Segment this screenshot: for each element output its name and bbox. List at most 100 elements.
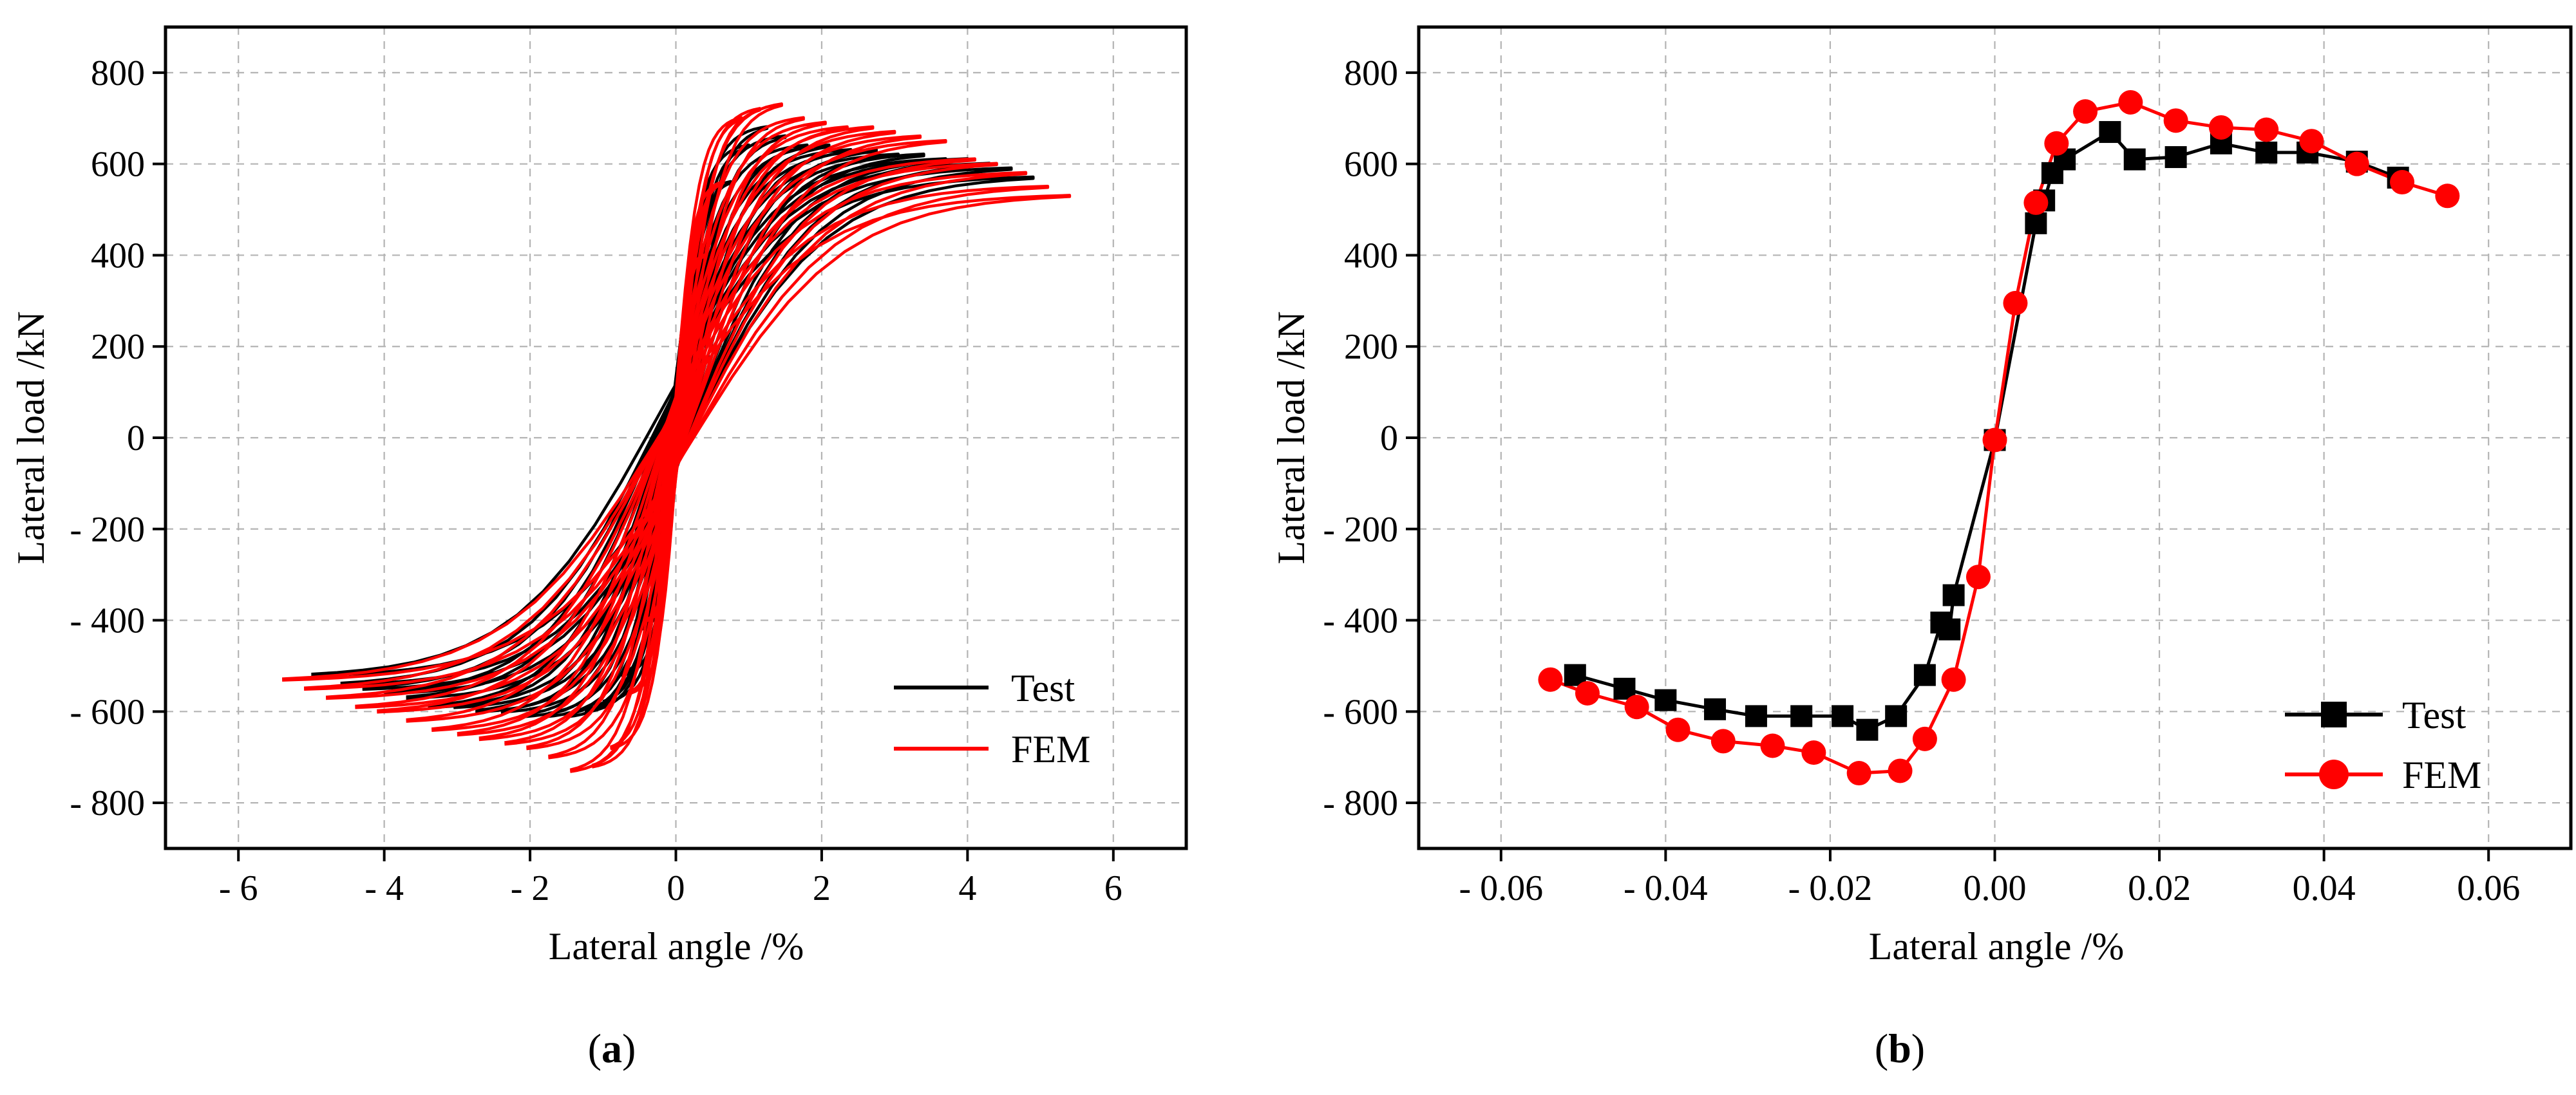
panel-a-fem-loop [431, 134, 922, 733]
panel-b: - 0.06 - 0.04 - 0.02 0.00 0.02 0.04 0.06 - 800 -… [1270, 25, 2573, 1071]
panel-a-fem-loop [303, 184, 1050, 691]
panel-b-test-point [1704, 698, 1727, 720]
panel-a-fem-loop [406, 138, 947, 723]
panel-b-x-tick-label: - 0.04 [1624, 868, 1708, 908]
panel-b-fem-point [1665, 717, 1690, 742]
panel-a-fem-loop [569, 102, 783, 773]
panel-b-y-tick-label: 0 [1380, 418, 1398, 458]
panel-b-fem-point [2003, 290, 2028, 315]
panel-b-test-point [1913, 664, 1936, 686]
panel-a-curves [281, 102, 1072, 773]
panel-a-fem-loop [377, 157, 976, 714]
panel-b-x-tick-label: 0.06 [2457, 868, 2520, 908]
panel-b-fem-point [2390, 170, 2415, 195]
panel-a-fem-loop [457, 129, 896, 737]
panel-a-x-tick-label: 6 [1104, 868, 1122, 908]
panel-b-fem-point [1801, 740, 1826, 765]
panel-b-x-axis-title: Lateral angle /% [1869, 925, 2124, 968]
panel-b-curves [1538, 89, 2460, 786]
panel-a-caption: (a) [588, 1025, 636, 1071]
panel-a-y-tick-label: 200 [91, 327, 145, 367]
panel-b-test-point [1832, 705, 1854, 727]
panel-b-ticks [1406, 71, 2490, 861]
panel-b-y-axis-title: Lateral load /kN [1270, 311, 1312, 564]
panel-a-y-tick-label: 400 [91, 236, 145, 276]
panel-a-fem-loop [325, 171, 1028, 700]
panel-b-fem-point [2023, 190, 2049, 215]
panel-b-fem-point [2118, 89, 2143, 115]
panel-b-test-point [1938, 618, 1961, 641]
panel-b-caption: (b) [1875, 1025, 1925, 1071]
panel-b-legend-test-label: Test [2402, 694, 2466, 736]
panel-a-fem-loop [281, 194, 1072, 682]
panel-a-x-tick-label: 2 [813, 868, 831, 908]
panel-b-y-tick-label: - 800 [1323, 783, 1398, 823]
panel-b-x-tick-label: - 0.06 [1459, 868, 1543, 908]
panel-b-test-point [2025, 212, 2047, 234]
panel-a: - 6 - 4 - 2 0 2 4 6 - 800 - 600 - 400 - 200 0 200 400… [10, 25, 1188, 1071]
panel-b-test-point [1654, 689, 1677, 711]
panel-a-legend: Test FEM [894, 667, 1090, 771]
panel-a-ticks [153, 71, 1115, 861]
panel-b-fem-point [2344, 151, 2369, 176]
panel-b-fem-point [2254, 117, 2279, 142]
panel-b-fem-point [1965, 565, 1991, 590]
panel-a-y-tick-label: 600 [91, 145, 145, 185]
panel-a-legend-test-label: Test [1011, 667, 1075, 709]
panel-a-y-tick-label: - 400 [70, 601, 145, 641]
panel-b-fem-point [1846, 761, 1871, 786]
panel-a-y-tick-label: - 600 [70, 692, 145, 732]
panel-a-x-tick-label: 0 [667, 868, 685, 908]
panel-a-y-tick-label: - 800 [70, 783, 145, 823]
panel-b-x-tick-label: - 0.02 [1788, 868, 1873, 908]
panel-a-fem-loop [547, 116, 805, 760]
panel-b-test-point [1745, 705, 1767, 727]
panel-b-test-point [2099, 121, 2121, 144]
panel-b-x-tick-label: 0.04 [2293, 868, 2356, 908]
panel-b-y-tick-label: - 200 [1323, 510, 1398, 550]
panel-b-y-tick-label: 200 [1344, 327, 1398, 367]
panel-b-tick-labels: - 0.06 - 0.04 - 0.02 0.00 0.02 0.04 0.06 - 800 -… [1323, 53, 2520, 908]
panel-a-y-tick-label: 0 [127, 418, 145, 458]
panel-b-test-point [1790, 705, 1813, 727]
panel-b-x-tick-label: 0.02 [2128, 868, 2191, 908]
panel-b-fem-point [1710, 729, 1736, 754]
panel-b-y-tick-label: - 400 [1323, 601, 1398, 641]
panel-b-fem-point [1888, 758, 1913, 783]
panel-b-x-tick-label: 0.00 [1964, 868, 2027, 908]
panel-b-y-tick-label: 400 [1344, 236, 1398, 276]
panel-a-x-tick-label: - 2 [511, 868, 550, 908]
panel-a-x-axis-title: Lateral angle /% [549, 925, 804, 968]
panel-b-test-point [2255, 141, 2278, 164]
panel-b-test-point [1856, 718, 1879, 741]
panel-a-tick-labels: - 6 - 4 - 2 0 2 4 6 - 800 - 600 - 400 - 200 0 200 400… [70, 53, 1122, 908]
panel-a-x-tick-label: - 6 [219, 868, 258, 908]
panel-b-legend-fem-label: FEM [2402, 754, 2481, 796]
panel-b-fem-point [2435, 183, 2460, 209]
panel-b-fem-point [1624, 695, 1649, 720]
panel-b-fem-point [2208, 115, 2233, 140]
panel-b-fem-point [2299, 129, 2324, 154]
panel-b-fem-point [2044, 131, 2069, 156]
panel-b-test-point [2164, 146, 2187, 169]
panel-b-fem-point [2163, 108, 2188, 133]
panel-b-y-tick-label: 600 [1344, 145, 1398, 185]
panel-b-y-tick-label: 800 [1344, 53, 1398, 93]
panel-b-legend: Test FEM [2285, 694, 2481, 796]
panel-b-fem-point [2073, 99, 2098, 124]
panel-b-y-tick-label: - 600 [1323, 692, 1398, 732]
panel-b-caption-letter: b [1888, 1025, 1911, 1071]
panel-a-fem-loop [355, 162, 998, 709]
panel-a-fem-loop [478, 125, 875, 742]
panel-b-test-point [1885, 705, 1908, 727]
panel-a-x-tick-label: 4 [958, 868, 976, 908]
panel-b-legend-fem-marker [2319, 760, 2349, 789]
panel-a-caption-letter: a [601, 1025, 622, 1071]
panel-b-fem-point [1538, 667, 1563, 692]
panel-a-y-tick-label: - 200 [70, 510, 145, 550]
panel-b-test-point [1942, 584, 1965, 606]
panel-a-y-tick-label: 800 [91, 53, 145, 93]
panel-b-fem-point [1575, 680, 1600, 706]
